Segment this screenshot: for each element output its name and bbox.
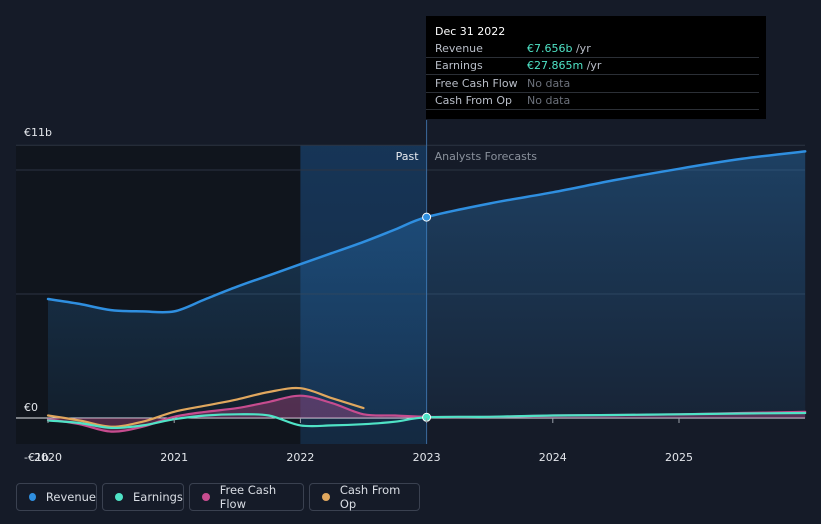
legend-revenue[interactable]: Revenue bbox=[16, 483, 97, 511]
tooltip-row-cash-from-op: Cash From Op No data bbox=[426, 92, 759, 110]
legend-free-cash-flow[interactable]: Free Cash Flow bbox=[189, 483, 304, 511]
x-tick-label: 2024 bbox=[539, 451, 567, 464]
revenue-dot-icon bbox=[29, 493, 36, 501]
tooltip-value: No data bbox=[527, 77, 571, 90]
legend-label: Free Cash Flow bbox=[219, 483, 277, 511]
revenue-area bbox=[48, 151, 806, 418]
y-tick-label: €11b bbox=[24, 126, 52, 139]
earnings-line bbox=[46, 411, 807, 430]
tooltip-row-revenue: Revenue €7.656b /yr bbox=[426, 40, 759, 58]
revenue-marker bbox=[422, 212, 432, 222]
forecast-label: Analysts Forecasts bbox=[435, 150, 538, 163]
tooltip-value: €27.865m /yr bbox=[527, 59, 602, 72]
legend-label: Earnings bbox=[133, 490, 183, 504]
cash-from-op-dot-icon bbox=[322, 493, 330, 501]
x-tick-label: 2020 bbox=[34, 451, 62, 464]
revenue-line bbox=[46, 150, 807, 314]
legend-earnings[interactable]: Earnings bbox=[102, 483, 184, 511]
tooltip-label: Free Cash Flow bbox=[435, 77, 518, 90]
tooltip-value: €7.656b /yr bbox=[527, 42, 591, 55]
y-tick-label: €0 bbox=[24, 401, 38, 414]
free-cash-flow-dot-icon bbox=[202, 493, 210, 501]
legend-label: Cash From Op bbox=[339, 483, 401, 511]
tooltip-value: No data bbox=[527, 94, 571, 107]
legend-cash-from-op[interactable]: Cash From Op bbox=[309, 483, 420, 511]
tooltip: Dec 31 2022 Revenue €7.656b /yr Earnings… bbox=[426, 16, 766, 119]
past-label: Past bbox=[396, 150, 420, 163]
x-tick-label: 2023 bbox=[413, 451, 441, 464]
legend-label: Revenue bbox=[45, 490, 96, 504]
x-tick-label: 2025 bbox=[665, 451, 693, 464]
tooltip-label: Revenue bbox=[435, 42, 483, 55]
earnings-dot-icon bbox=[115, 493, 123, 501]
y-tick-label: -€1b bbox=[24, 451, 49, 464]
cash-from-op-line bbox=[46, 386, 365, 428]
tooltip-row-free-cash-flow: Free Cash Flow No data bbox=[426, 75, 759, 93]
x-tick-label: 2021 bbox=[160, 451, 188, 464]
tooltip-label: Earnings bbox=[435, 59, 483, 72]
tooltip-label: Cash From Op bbox=[435, 94, 513, 107]
x-tick-label: 2022 bbox=[286, 451, 314, 464]
tooltip-row-earnings: Earnings €27.865m /yr bbox=[426, 57, 759, 75]
tooltip-date: Dec 31 2022 bbox=[435, 25, 506, 38]
